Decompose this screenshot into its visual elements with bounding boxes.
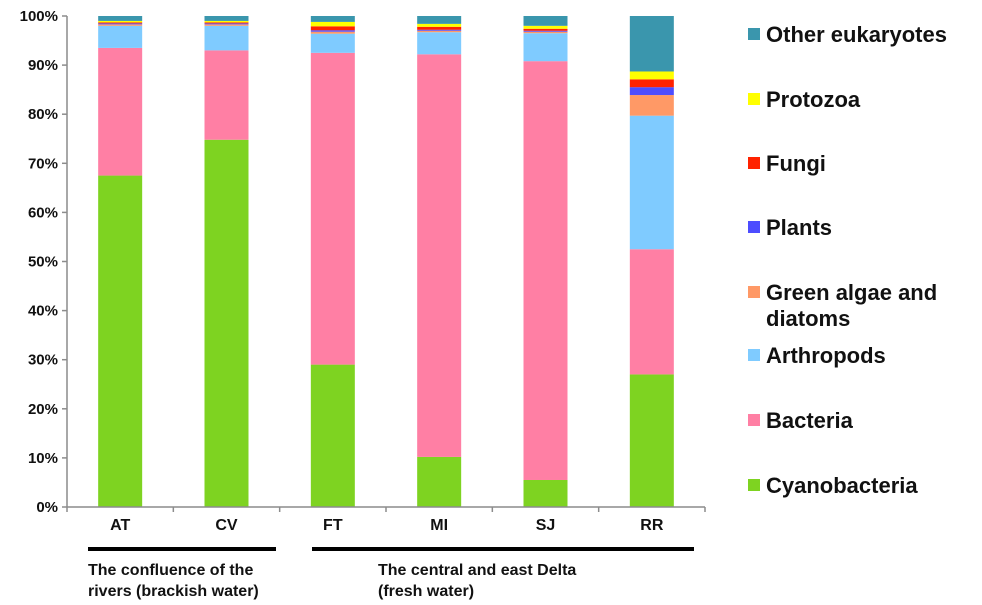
bar-segment-cv-cyanobacteria — [204, 139, 249, 508]
bar-segment-mi-fungi — [417, 26, 462, 30]
y-tick-label: 60% — [28, 204, 58, 221]
group-label-line: The central and east Delta — [378, 562, 576, 579]
y-tick-label: 90% — [28, 57, 58, 74]
legend-swatch-plants — [748, 221, 760, 233]
bar-segment-sj-bacteria — [523, 61, 568, 480]
bar-segment-at-green-algae-and-diatoms — [98, 24, 143, 26]
bar-segment-mi-other-eukaryotes — [417, 16, 462, 24]
y-axis: 0% 10% 20% 30% 40% 50% 60% 70% 80% 90% 100% — [20, 8, 68, 516]
y-tick-label: 30% — [28, 352, 58, 369]
bar-segment-sj-plants — [523, 30, 568, 32]
bar-segment-cv-fungi — [204, 22, 249, 24]
legend-label: Other eukaryotes — [766, 22, 947, 47]
bar-segment-at-protozoa — [98, 20, 143, 23]
bar-segment-at-cyanobacteria — [98, 175, 143, 507]
group-label-line: (fresh water) — [378, 583, 474, 600]
legend: Other eukaryotes Protozoa Fungi Plants Green… — [748, 22, 947, 498]
legend-label: diatoms — [766, 306, 850, 331]
bar-segment-ft-plants — [310, 30, 355, 32]
group-label-line: The confluence of the — [88, 562, 253, 579]
legend-swatch-green-algae-and-diatoms — [748, 286, 760, 298]
bar-segment-sj-fungi — [523, 28, 568, 31]
legend-label: Bacteria — [766, 408, 854, 433]
bar-segment-cv-bacteria — [204, 50, 249, 140]
bar-segment-ft-protozoa — [310, 21, 355, 27]
bar-segment-mi-plants — [417, 29, 462, 31]
y-tick-label: 0% — [36, 499, 58, 516]
x-tick-label-rr: RR — [640, 517, 664, 534]
bar-segment-cv-protozoa — [204, 20, 249, 23]
bar-segment-at-other-eukaryotes — [98, 16, 143, 21]
bar-segment-rr-fungi — [629, 79, 674, 88]
bar-segment-ft-arthropods — [310, 33, 355, 53]
bar-segment-cv-green-algae-and-diatoms — [204, 24, 249, 26]
legend-label: Cyanobacteria — [766, 473, 918, 498]
group-label-line: rivers (brackish water) — [88, 583, 259, 600]
bar-segment-ft-bacteria — [310, 52, 355, 365]
bar-segment-rr-other-eukaryotes — [629, 16, 674, 72]
bar-segment-cv-other-eukaryotes — [204, 16, 249, 21]
legend-swatch-cyanobacteria — [748, 479, 760, 491]
y-tick-label: 10% — [28, 450, 58, 467]
bar-segment-mi-cyanobacteria — [417, 456, 462, 507]
legend-label: Fungi — [766, 151, 826, 176]
bar-segment-cv-arthropods — [204, 25, 249, 51]
bar-segment-rr-green-algae-and-diatoms — [629, 95, 674, 116]
bar-segment-sj-protozoa — [523, 25, 568, 29]
bar-segment-mi-protozoa — [417, 23, 462, 27]
legend-swatch-protozoa — [748, 93, 760, 105]
legend-swatch-fungi — [748, 157, 760, 169]
y-tick-label: 70% — [28, 155, 58, 172]
bar-segment-at-arthropods — [98, 25, 143, 48]
bar-segment-ft-fungi — [310, 26, 355, 31]
x-tick-label-mi: MI — [430, 517, 448, 534]
bar-segment-ft-other-eukaryotes — [310, 16, 355, 22]
bar-segment-sj-arthropods — [523, 33, 568, 62]
bar-segment-rr-bacteria — [629, 249, 674, 375]
x-tick-label-ft: FT — [323, 517, 343, 534]
bar-segment-sj-cyanobacteria — [523, 480, 568, 507]
x-axis: AT CV FT MI SJ RR — [66, 506, 706, 534]
legend-label: Arthropods — [766, 343, 886, 368]
x-tick-label-sj: SJ — [536, 517, 556, 534]
legend-swatch-bacteria — [748, 414, 760, 426]
bar-segment-rr-arthropods — [629, 115, 674, 250]
bar-segment-at-bacteria — [98, 47, 143, 176]
y-tick-label: 80% — [28, 106, 58, 123]
bar-segment-mi-green-algae-and-diatoms — [417, 30, 462, 33]
bar-segment-cv-plants — [204, 23, 249, 25]
bar-segment-ft-cyanobacteria — [310, 364, 355, 507]
x-tick-label-cv: CV — [215, 517, 238, 534]
site-groups: The confluence of the rivers (brackish wa… — [88, 547, 694, 600]
y-tick-label: 100% — [20, 8, 58, 25]
legend-swatch-arthropods — [748, 349, 760, 361]
x-tick-label-at: AT — [110, 517, 130, 534]
y-tick-label: 50% — [28, 254, 58, 271]
y-tick-label: 40% — [28, 303, 58, 320]
legend-swatch-other-eukaryotes — [748, 28, 760, 40]
bar-segment-rr-cyanobacteria — [629, 374, 674, 507]
bar-segment-rr-plants — [629, 87, 674, 96]
bar-segment-sj-other-eukaryotes — [523, 16, 568, 26]
bar-segment-ft-green-algae-and-diatoms — [310, 31, 355, 34]
bar-segment-mi-bacteria — [417, 54, 462, 457]
legend-label: Plants — [766, 215, 832, 240]
legend-label: Protozoa — [766, 87, 861, 112]
bar-segment-at-plants — [98, 23, 143, 25]
bar-segment-sj-green-algae-and-diatoms — [523, 31, 568, 34]
y-tick-label: 20% — [28, 401, 58, 418]
legend-label: Green algae and — [766, 280, 937, 305]
plot-area — [98, 16, 674, 508]
bar-segment-mi-arthropods — [417, 32, 462, 55]
bar-segment-rr-protozoa — [629, 71, 674, 80]
bar-segment-at-fungi — [98, 22, 143, 24]
